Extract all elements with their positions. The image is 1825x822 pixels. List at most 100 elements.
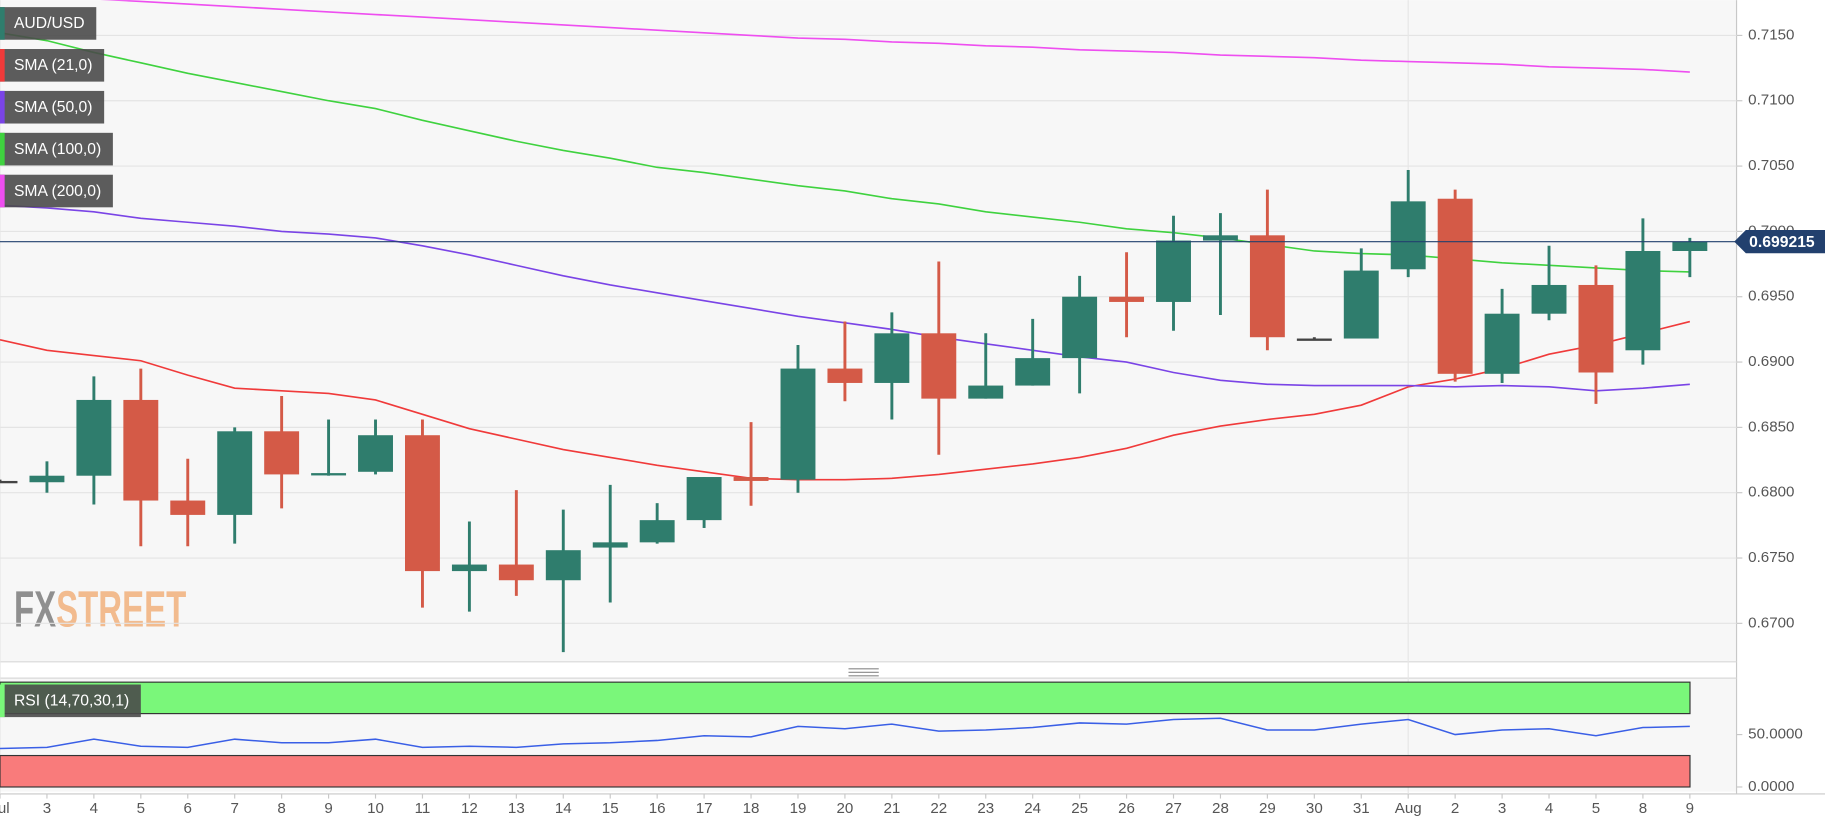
candle-body [311,473,347,476]
legend-swatch [0,90,5,124]
y-tick-label: 0.7150 [1748,26,1794,43]
x-tick-label: Jul [0,800,10,817]
candle-body [1484,313,1520,374]
candle-body [170,500,206,515]
legend-label: SMA (200,0) [14,183,101,200]
legend-item[interactable]: SMA (50,0) [0,90,105,124]
legend-label: SMA (50,0) [14,99,93,116]
x-tick-label: 31 [1353,800,1370,817]
candle-body [1578,284,1614,373]
legend-item[interactable]: RSI (14,70,30,1) [0,684,141,718]
y-tick-label: 0.6800 [1748,484,1794,501]
candle-body [498,564,534,581]
x-tick-label: 9 [324,800,332,817]
candle-body [0,480,18,484]
legend-item[interactable]: AUD/USD [0,7,97,40]
y-tick-label: 0.6850 [1748,418,1794,435]
x-tick-label: 9 [1686,800,1694,817]
candle-body [592,542,628,548]
candle-body [1343,270,1379,339]
x-tick-label: 28 [1212,800,1229,817]
legend-item[interactable]: SMA (200,0) [0,174,113,208]
x-tick-label: 6 [184,800,192,817]
legend-box [0,684,141,718]
x-tick-label: 29 [1259,800,1276,817]
x-tick-label: 25 [1071,800,1088,817]
candle-body [1296,338,1332,341]
candle-body [1531,284,1567,314]
x-tick-label: 17 [696,800,713,817]
x-tick-label: 7 [230,800,238,817]
x-tick-label: 8 [1639,800,1647,817]
candle-body [1202,235,1238,241]
candle-body [1249,235,1285,338]
candle-body [76,399,112,476]
candle-body [123,399,159,501]
plot-area [0,0,1737,661]
x-tick-label: 3 [1498,800,1506,817]
y-tick-label: 0.7100 [1748,92,1794,109]
candle-body [921,333,957,399]
legend-swatch [0,49,5,82]
candle-body [405,435,440,572]
y-tick-label: 50.0000 [1748,726,1803,743]
x-tick-label: 18 [743,800,760,817]
candle-body [780,368,816,480]
candle-body [639,520,675,543]
x-tick-label: 24 [1024,800,1041,817]
x-tick-label: 19 [790,800,807,817]
legend: AUD/USD SMA (21,0) SMA (50,0) SMA (100,0) SM… [0,7,141,718]
candle-body [451,564,487,572]
y-tick-label: 0.6700 [1748,614,1794,631]
x-tick-label: 26 [1118,800,1135,817]
watermark-fx: FX [14,580,56,637]
x-tick-label: 10 [367,800,384,817]
x-tick-label: 13 [508,800,525,817]
x-tick-label: 16 [649,800,666,817]
legend-swatch [0,132,5,166]
x-tick-label: Aug [1395,800,1422,817]
candle-body [874,333,910,383]
candle-body [1062,296,1098,359]
legend-label: SMA (21,0) [14,57,93,74]
watermark-street: STREET [56,580,186,637]
candle-body [358,435,393,472]
x-tick-label: 2 [1451,800,1459,817]
candle-body [1109,296,1145,302]
candle-body [217,431,253,515]
candle-body [29,475,65,483]
x-tick-label: 20 [837,800,854,817]
candle-body [1437,198,1473,374]
rsi-line [0,717,1690,750]
y-tick-label: 0.7050 [1748,157,1794,174]
candle-body [545,550,581,581]
watermark: FXSTREET [14,580,186,637]
plot [0,0,1737,653]
sma-line [102,0,1690,73]
rsi-zone [0,681,1691,715]
legend-item[interactable]: SMA (21,0) [0,49,105,82]
x-tick-label: 11 [415,800,431,817]
candle-body [733,477,769,481]
grid [0,0,1737,794]
candle-body [968,385,1004,399]
candle-body [264,431,300,475]
candle-body [686,477,722,521]
legend-box [0,90,105,124]
x-tick-label: 3 [43,800,51,817]
candle-body [1390,201,1426,270]
panel-resize-handle[interactable] [848,668,879,677]
legend-box [0,132,113,166]
x-tick-label: 14 [555,800,572,817]
last-price-label: 0.699215 [1749,234,1815,251]
legend-box [0,7,97,40]
x-tick-label: 30 [1306,800,1323,817]
x-tick-label: 8 [277,800,285,817]
sma-line [0,320,1691,481]
legend-item[interactable]: SMA (100,0) [0,132,113,166]
x-tick-label: 27 [1165,800,1182,817]
x-tick-label: 15 [602,800,619,817]
x-tick-label: 22 [930,800,947,817]
